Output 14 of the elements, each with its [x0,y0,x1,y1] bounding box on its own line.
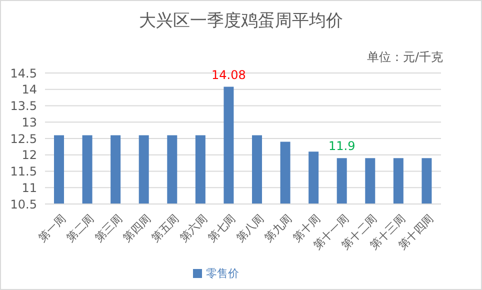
y-tick-label: 10.5 [10,197,37,212]
data-label: 11.9 [328,139,356,154]
y-tick-label: 13 [22,115,37,130]
chart-subtitle: 单位：元/千克 [366,49,443,66]
data-label: 14.08 [212,68,246,82]
chart-title: 大兴区一季度鸡蛋周平均价 [138,10,344,32]
y-tick-label: 14.5 [10,66,37,80]
y-tick-label: 13.5 [10,99,37,114]
legend-label: 零售价 [206,267,239,280]
y-tick-label: 11.5 [10,164,37,179]
y-tick-label: 12.5 [10,132,37,146]
y-tick-label: 12 [22,148,37,162]
y-tick-label: 14 [22,82,37,97]
y-tick-label: 11 [22,180,37,195]
